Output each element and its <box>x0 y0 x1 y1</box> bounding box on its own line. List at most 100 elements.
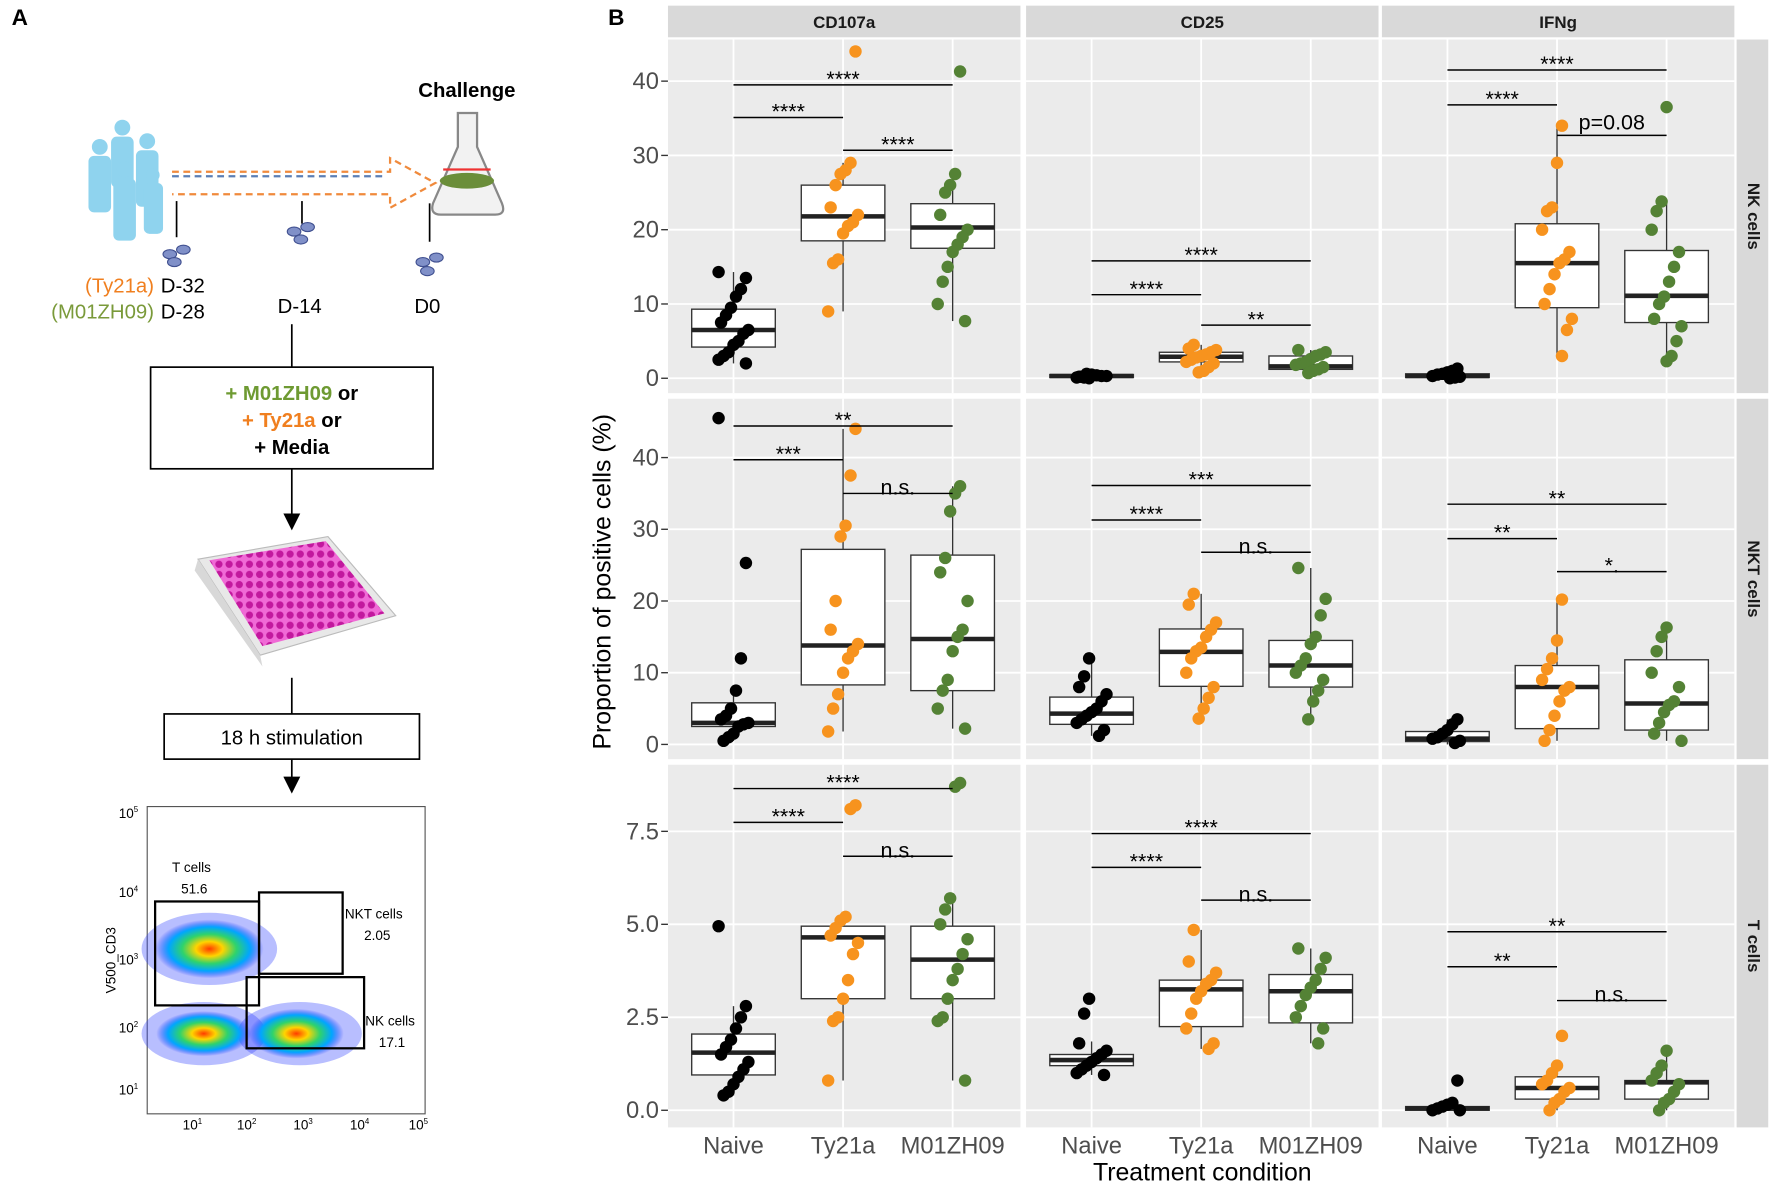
x-tick-label: Naive <box>703 1133 764 1159</box>
x-tick-label: Ty21a <box>1169 1133 1234 1159</box>
panel-background <box>1381 39 1735 394</box>
point <box>841 652 855 665</box>
point <box>826 1014 840 1028</box>
y-tick-label: 7.5 <box>626 819 659 845</box>
tick-exponent: 1 <box>198 1117 202 1126</box>
point <box>948 780 962 793</box>
people-icon <box>88 119 164 241</box>
point <box>1319 592 1332 606</box>
point <box>739 357 753 370</box>
point <box>826 702 840 715</box>
point <box>1192 712 1205 725</box>
point <box>1426 369 1439 383</box>
point <box>1097 1068 1111 1082</box>
point <box>1548 268 1561 281</box>
point <box>1070 1066 1083 1080</box>
y-tick-label: 20 <box>633 218 659 244</box>
point <box>946 644 959 658</box>
y-tick-label: 30 <box>633 143 659 169</box>
point <box>1660 354 1673 368</box>
tick-exponent: 5 <box>424 1117 429 1126</box>
point <box>1565 312 1579 326</box>
point <box>1550 634 1564 647</box>
point <box>821 725 835 738</box>
point <box>934 208 947 222</box>
stimulation-box <box>163 713 421 760</box>
tick-base: 10 <box>119 1020 134 1035</box>
point <box>1289 1011 1303 1024</box>
strip <box>667 5 1021 38</box>
comparison-label: **** <box>1184 816 1218 840</box>
comparison-label: ** <box>1549 914 1566 938</box>
strip-label: CD107a <box>813 13 876 32</box>
comparison-label: n.s. <box>1239 534 1274 558</box>
flow-tick-label: 103 <box>293 1117 313 1133</box>
point <box>951 630 964 644</box>
point <box>1197 702 1210 715</box>
point <box>1185 1007 1198 1020</box>
point <box>1314 962 1327 976</box>
strip-label: T cells <box>1744 920 1763 973</box>
flow-tick-label: 101 <box>119 1082 138 1098</box>
point <box>1660 100 1673 114</box>
tick-exponent: 4 <box>134 884 139 893</box>
point <box>1207 680 1220 694</box>
x-tick-label: M01ZH09 <box>901 1133 1005 1159</box>
treatment-line: + Ty21a or <box>242 410 342 432</box>
point <box>1311 684 1325 697</box>
flow-tick-label: 102 <box>237 1117 256 1133</box>
strip <box>1736 39 1769 394</box>
point <box>958 1074 972 1087</box>
treatment: + Media <box>254 437 330 459</box>
point <box>714 1048 728 1061</box>
point <box>1316 673 1330 687</box>
point <box>717 734 730 748</box>
point <box>821 305 835 318</box>
panel-label: A <box>12 5 28 30</box>
point <box>1316 1022 1330 1035</box>
point <box>846 947 860 961</box>
point <box>941 992 954 1005</box>
point <box>1550 156 1564 170</box>
point <box>1289 666 1303 679</box>
cell-icons <box>162 221 444 277</box>
y-tick-label: 2.5 <box>626 1005 659 1031</box>
point <box>1675 320 1688 333</box>
point <box>831 688 845 701</box>
point <box>844 469 857 482</box>
point <box>1302 366 1315 380</box>
comparison-label: *** <box>776 442 802 466</box>
y-tick-label: 20 <box>633 589 659 615</box>
tick-base: 10 <box>119 806 134 821</box>
flow-tick-label: 105 <box>409 1117 429 1133</box>
point <box>1535 223 1549 236</box>
point <box>941 260 954 274</box>
point <box>1314 609 1327 622</box>
panel-background <box>1026 39 1379 394</box>
comparison-label: **** <box>772 805 806 829</box>
point <box>938 903 952 916</box>
point <box>826 256 840 270</box>
point <box>824 929 837 942</box>
point <box>956 947 969 961</box>
point <box>953 65 967 78</box>
point <box>1660 1044 1673 1057</box>
point <box>1092 729 1106 743</box>
point <box>1670 334 1683 348</box>
tick-exponent: 1 <box>134 1082 138 1091</box>
point <box>1675 734 1688 748</box>
point <box>836 992 850 1005</box>
point <box>1070 371 1083 384</box>
comparison-label: ** <box>1248 307 1265 331</box>
comparison-label: **** <box>1486 87 1520 111</box>
point <box>712 919 725 933</box>
point <box>1647 312 1661 326</box>
point <box>1077 670 1091 683</box>
point <box>729 1022 743 1035</box>
point <box>1180 355 1193 369</box>
comparison-label: ** <box>835 408 852 432</box>
point <box>931 1014 944 1028</box>
point <box>1553 256 1566 270</box>
box <box>910 925 996 1000</box>
